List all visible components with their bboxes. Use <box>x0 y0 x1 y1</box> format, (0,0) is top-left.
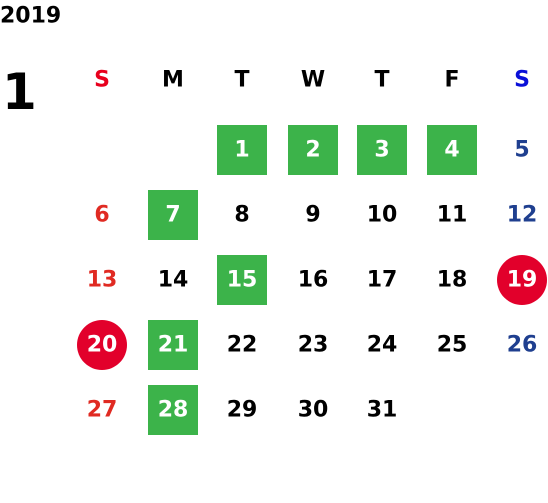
day: 8 <box>234 203 249 228</box>
day: 28 <box>158 398 189 423</box>
day: 19 <box>507 268 538 293</box>
weekday-label: T <box>374 68 389 93</box>
holiday-square <box>217 125 267 175</box>
day: 16 <box>298 268 329 293</box>
holiday-square <box>357 125 407 175</box>
holiday-square <box>288 125 338 175</box>
day: 7 <box>165 203 180 228</box>
day: 17 <box>367 268 398 293</box>
day: 4 <box>444 138 459 163</box>
day: 20 <box>87 333 118 358</box>
day: 23 <box>298 333 329 358</box>
weekday-label: S <box>514 68 530 93</box>
day: 26 <box>507 333 538 358</box>
day: 2 <box>305 138 320 163</box>
day: 30 <box>298 398 329 423</box>
event-circle <box>497 255 547 305</box>
day: 24 <box>367 333 398 358</box>
day: 6 <box>94 203 109 228</box>
day: 10 <box>367 203 398 228</box>
day: 27 <box>87 398 118 423</box>
day: 1 <box>234 138 249 163</box>
month: 1 <box>2 63 37 121</box>
day: 21 <box>158 333 189 358</box>
event-circle <box>77 320 127 370</box>
weekday-label: S <box>94 68 110 93</box>
weekday-label: T <box>234 68 249 93</box>
day: 3 <box>374 138 389 163</box>
day: 22 <box>227 333 258 358</box>
holiday-square <box>148 385 198 435</box>
holiday-square <box>148 320 198 370</box>
weekday-label: F <box>444 68 459 93</box>
weekday-label: W <box>301 68 325 93</box>
day: 29 <box>227 398 258 423</box>
weekday-label: M <box>162 68 184 93</box>
day: 25 <box>437 333 468 358</box>
day: 5 <box>514 138 529 163</box>
holiday-square <box>217 255 267 305</box>
day: 11 <box>437 203 468 228</box>
day: 13 <box>87 268 118 293</box>
day: 14 <box>158 268 189 293</box>
day: 15 <box>227 268 258 293</box>
day: 18 <box>437 268 468 293</box>
holiday-square <box>427 125 477 175</box>
holiday-square <box>148 190 198 240</box>
year: 2019 <box>0 4 61 29</box>
day: 9 <box>305 203 320 228</box>
day: 31 <box>367 398 398 423</box>
day: 12 <box>507 203 538 228</box>
